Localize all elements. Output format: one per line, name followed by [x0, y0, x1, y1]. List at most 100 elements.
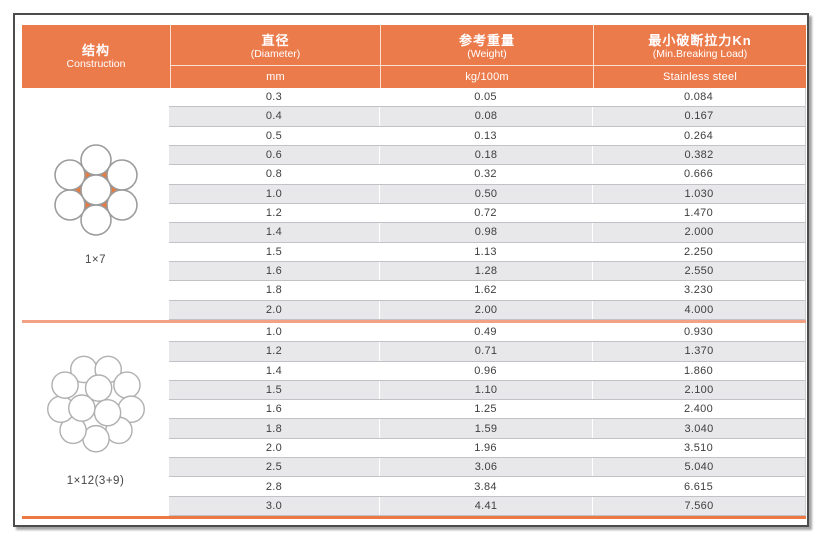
cell-breaking-load-kn: 0.930	[683, 326, 714, 339]
cell-diameter-mm: 1.4	[265, 364, 283, 377]
table-bottom-rule	[22, 516, 806, 519]
cell-diameter-mm: 0.6	[265, 149, 283, 162]
cell-breaking-load-kn: 4.000	[592, 300, 805, 319]
header-diameter: 直径 (Diameter) mm	[170, 25, 380, 88]
cell-weight-kg100m: 0.18	[379, 145, 592, 165]
cell-breaking-load-kn: 1.030	[592, 184, 805, 203]
cell-weight-kg100m: 0.50	[379, 184, 592, 203]
construction-label-1x12: 1×12(3+9)	[66, 474, 125, 487]
cell-weight-kg100m: 4.41	[379, 496, 592, 515]
cell-breaking-load-kn: 2.400	[683, 403, 714, 416]
section-1x12: 1×12(3+9) 1.0 0.49 0.930 1.2 0.71 1.370 1.4 0.9…	[22, 323, 806, 516]
cell-diameter-mm: 0.4	[265, 110, 283, 123]
cell-breaking-load-kn: 0.382	[592, 145, 805, 165]
cell-weight-kg100m: 1.10	[379, 380, 592, 400]
section-divider-rule	[22, 320, 806, 323]
table-row: 2.0 2.00 4.000	[169, 299, 805, 320]
cell-breaking-load-kn: 3.510	[683, 441, 714, 454]
table-row: 1.0 0.49 0.930	[169, 323, 805, 342]
cell-diameter-mm: 3.0	[265, 499, 283, 512]
table-row: 1.6 1.25 2.400	[169, 400, 805, 419]
cell-diameter-mm: 1.0	[265, 187, 283, 200]
cell-breaking-load-kn: 1.860	[683, 364, 714, 377]
header-diameter-en: (Diameter)	[250, 48, 301, 60]
cell-diameter-mm: 0.5	[265, 129, 283, 142]
cell-diameter-mm: 2.0	[265, 303, 283, 316]
cell-breaking-load-kn: 2.100	[592, 380, 805, 400]
table-row: 0.6 0.18 0.382	[169, 144, 805, 166]
cell-weight-kg100m: 0.32	[474, 168, 497, 181]
cell-weight-kg100m: 1.96	[474, 441, 497, 454]
table-row: 1.4 0.96 1.860	[169, 361, 805, 380]
cell-weight-kg100m: 0.08	[379, 107, 592, 126]
table-row: 1.5 1.13 2.250	[169, 242, 805, 261]
table-row: 2.5 3.06 5.040	[169, 457, 805, 478]
cell-breaking-load-kn: 7.560	[592, 496, 805, 515]
header-construction-en: Construction	[66, 58, 126, 70]
table-row: 1.6 1.28 2.550	[169, 260, 805, 282]
header-breaking-load: 最小破断拉力Kn (Min.Breaking Load) Stainless s…	[593, 25, 806, 88]
table-row: 1.8 1.59 3.040	[169, 418, 805, 439]
cell-diameter-mm: 1.0	[265, 326, 283, 339]
cell-diameter-mm: 0.8	[265, 168, 283, 181]
header-diameter-unit: mm	[171, 65, 380, 88]
cell-breaking-load-kn: 0.084	[683, 91, 714, 104]
table-row: 1.2 0.72 1.470	[169, 203, 805, 223]
table-row: 1.2 0.71 1.370	[169, 341, 805, 362]
header-weight-en: (Weight)	[467, 48, 507, 60]
cell-diameter-mm: 1.4	[265, 226, 283, 239]
cell-weight-kg100m: 2.00	[379, 300, 592, 319]
cell-breaking-load-kn: 1.370	[592, 342, 805, 361]
cell-breaking-load-kn: 0.167	[592, 107, 805, 126]
cell-weight-kg100m: 0.98	[379, 223, 592, 242]
wire-rope-1x12-diagram-icon	[46, 355, 145, 453]
header-breaking-load-en: (Min.Breaking Load)	[652, 48, 748, 60]
wire-rope-spec-table: 结构 Construction 直径 (Diameter) mm 参考重量 (W…	[22, 25, 806, 519]
cell-weight-kg100m: 0.05	[474, 91, 497, 104]
cell-breaking-load-kn: 2.250	[683, 245, 714, 258]
cell-breaking-load-kn: 6.615	[683, 480, 714, 493]
cell-breaking-load-kn: 2.550	[592, 261, 805, 281]
table-row: 2.8 3.84 6.615	[169, 477, 805, 496]
header-weight: 参考重量 (Weight) kg/100m	[380, 25, 593, 88]
header-diameter-zh: 直径	[261, 33, 290, 48]
table-row: 2.0 1.96 3.510	[169, 438, 805, 458]
cell-diameter-mm: 0.3	[265, 91, 283, 104]
cell-breaking-load-kn: 0.264	[683, 129, 714, 142]
table-row: 1.4 0.98 2.000	[169, 222, 805, 243]
cell-breaking-load-kn: 2.000	[592, 223, 805, 242]
header-breaking-load-unit: Stainless steel	[594, 65, 806, 88]
table-header: 结构 Construction 直径 (Diameter) mm 参考重量 (W…	[22, 25, 806, 88]
cell-weight-kg100m: 0.71	[379, 342, 592, 361]
cell-breaking-load-kn: 3.040	[592, 419, 805, 438]
cell-diameter-mm: 2.5	[265, 461, 283, 474]
table-row: 0.5 0.13 0.264	[169, 126, 805, 145]
cell-breaking-load-kn: 5.040	[592, 458, 805, 477]
cell-diameter-mm: 1.8	[265, 422, 283, 435]
table-row: 3.0 4.41 7.560	[169, 495, 805, 516]
cell-breaking-load-kn: 3.230	[683, 284, 714, 297]
header-construction: 结构 Construction	[22, 25, 170, 88]
cell-weight-kg100m: 0.13	[474, 129, 497, 142]
cell-diameter-mm: 1.2	[265, 207, 283, 220]
table-row: 1.5 1.10 2.100	[169, 379, 805, 401]
header-weight-zh: 参考重量	[458, 33, 515, 48]
wire-rope-1x7-diagram-icon	[53, 144, 138, 236]
cell-weight-kg100m: 0.96	[474, 364, 497, 377]
cell-weight-kg100m: 1.62	[474, 284, 497, 297]
cell-weight-kg100m: 1.28	[379, 261, 592, 281]
cell-diameter-mm: 2.8	[265, 480, 283, 493]
table-row: 0.4 0.08 0.167	[169, 106, 805, 127]
cell-breaking-load-kn: 1.470	[683, 207, 714, 220]
cell-diameter-mm: 1.5	[265, 384, 283, 397]
data-rows-1x7: 0.3 0.05 0.084 0.4 0.08 0.167 0.5 0.13 0.264 0.6 0…	[169, 88, 806, 320]
table-row: 1.8 1.62 3.230	[169, 281, 805, 300]
header-construction-zh: 结构	[81, 43, 110, 58]
cell-weight-kg100m: 1.59	[379, 419, 592, 438]
cell-weight-kg100m: 0.72	[474, 207, 497, 220]
header-breaking-load-zh: 最小破断拉力Kn	[648, 33, 752, 48]
header-weight-unit: kg/100m	[381, 65, 593, 88]
cell-diameter-mm: 1.2	[265, 345, 283, 358]
construction-label-1x7: 1×7	[84, 254, 106, 266]
